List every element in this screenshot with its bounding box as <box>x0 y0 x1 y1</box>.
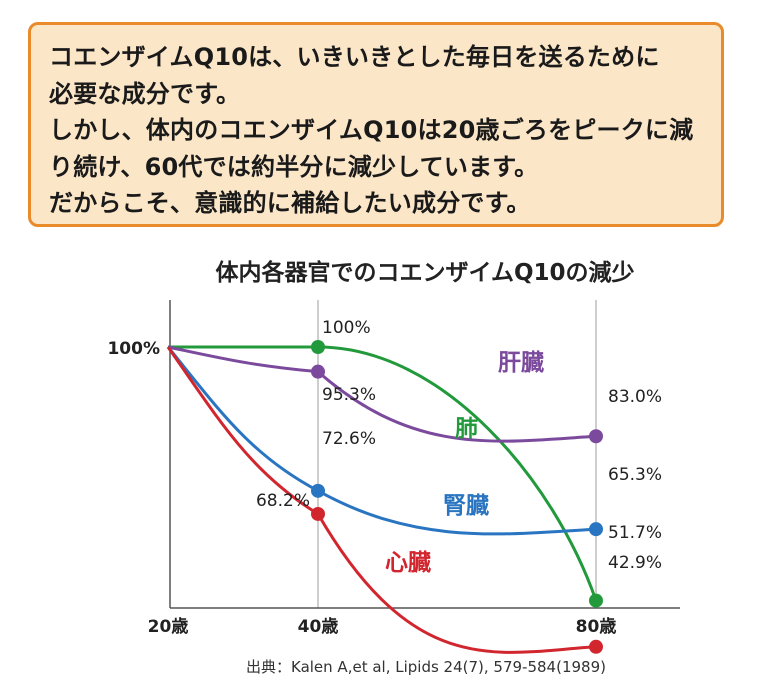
label-heart-80: 42.9% <box>608 553 662 573</box>
point-lung-40 <box>311 340 325 354</box>
series-line-kidney <box>166 346 597 536</box>
point-liver-40 <box>311 364 325 379</box>
coq10-decline-chart: 体内各器官でのコエンザイムQ10の減少 100% 20歳 40歳 80歳 100… <box>107 259 680 676</box>
note-line: 必要な成分です。 <box>49 79 241 108</box>
series-layer <box>166 340 603 654</box>
x-tick-20: 20歳 <box>148 616 189 637</box>
point-heart-40 <box>311 506 325 521</box>
point-liver-80 <box>589 429 603 444</box>
point-heart-80 <box>589 639 603 654</box>
series-label-heart: 心臓 <box>385 550 431 576</box>
series-label-lung: 肺 <box>455 416 478 442</box>
note-line: コエンザイムQ10は、いきいきとした毎日を送るために <box>49 43 660 71</box>
label-liver-40: 95.3% <box>322 385 376 405</box>
series-line-lung <box>168 345 598 602</box>
label-kidney-80: 65.3% <box>608 465 662 485</box>
note-line: しかし、体内のコエンザイムQ10は20歳ごろをピークに減 <box>49 116 694 144</box>
note-line: り続け、60代では約半分に減少しています。 <box>49 152 539 181</box>
y-tick-100: 100% <box>107 339 160 359</box>
label-heart-40: 68.2% <box>256 491 310 511</box>
x-tick-40: 40歳 <box>298 616 339 637</box>
intro-note-box: コエンザイムQ10は、いきいきとした毎日を送るために 必要な成分です。 しかし、… <box>28 22 724 227</box>
chart-title: 体内各器官でのコエンザイムQ10の減少 <box>215 259 634 286</box>
label-liver-80: 83.0% <box>608 387 662 407</box>
series-line-heart <box>166 346 597 654</box>
note-line: だからこそ、意識的に補給したい成分です。 <box>49 189 531 217</box>
source-citation: 出典：Kalen A,et al, Lipids 24(7), 579-584(… <box>246 658 606 676</box>
series-label-liver: 肝臓 <box>498 350 544 376</box>
label-lung-40: 100% <box>322 318 371 338</box>
x-tick-80: 80歳 <box>576 616 617 637</box>
series-line-liver <box>167 345 597 443</box>
label-lung-80: 51.7% <box>608 523 662 543</box>
label-kidney-40: 72.6% <box>322 429 376 449</box>
point-lung-80 <box>589 593 603 608</box>
point-kidney-80 <box>589 522 603 537</box>
series-label-kidney: 腎臓 <box>443 493 489 519</box>
point-kidney-40 <box>311 483 325 498</box>
